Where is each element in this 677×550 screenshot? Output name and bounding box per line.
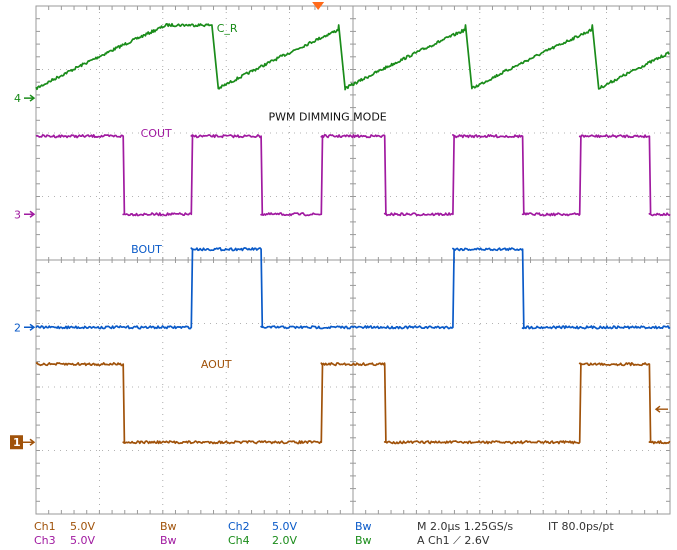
channel-marker-arrow-icon	[24, 94, 36, 102]
channel-marker-arrow-icon	[24, 323, 36, 331]
trace-cout	[35, 134, 671, 217]
status-field: Ch3	[34, 534, 56, 547]
status-field: 5.0V	[70, 534, 95, 547]
traces	[35, 22, 671, 445]
channel-marker-label: 3	[14, 208, 21, 221]
status-field: 5.0V	[272, 520, 297, 533]
status-field: A Ch1 ⟋ 2.6V	[417, 534, 490, 547]
status-field: Ch1	[34, 520, 56, 533]
trace-labels: C_R COUT BOUT AOUT	[131, 22, 238, 371]
status-field: 5.0V	[70, 520, 95, 533]
trigger-position-icon	[312, 2, 325, 10]
trace-label: COUT	[141, 127, 172, 140]
trace-label: BOUT	[131, 243, 162, 256]
status-field: Ch4	[228, 534, 250, 547]
channel-marker-label: 4	[14, 92, 21, 105]
channel-marker-box	[10, 435, 23, 450]
trace-aout	[35, 361, 671, 445]
channel-marker-label: 2	[14, 321, 21, 334]
chart-title: PWM DIMMING MODE	[269, 110, 387, 123]
trace-label: AOUT	[201, 358, 232, 371]
status-field: IT 80.0ps/pt	[548, 520, 614, 533]
status-field: Bw	[355, 520, 372, 533]
channel-marker-arrow-icon	[24, 210, 36, 218]
channel-marker-arrow-icon	[23, 438, 36, 446]
status-field: Bw	[160, 534, 177, 547]
status-bar: Ch1 5.0V Bw Ch2 5.0V Bw M 2.0µs 1.25GS/s IT 80.…	[34, 520, 614, 547]
status-field: Bw	[355, 534, 372, 547]
trace-label: C_R	[217, 22, 238, 35]
status-field: Ch2	[228, 520, 250, 533]
trace-c-r	[35, 22, 670, 91]
status-field: M 2.0µs 1.25GS/s	[417, 520, 513, 533]
channel-marker-label: 1	[13, 436, 21, 449]
trace-bout	[35, 247, 671, 330]
channel-markers: 4 3 2 1	[10, 92, 36, 450]
status-field: Bw	[160, 520, 177, 533]
graticule	[35, 5, 671, 515]
trigger-level-arrow-icon	[654, 405, 668, 413]
status-field: 2.0V	[272, 534, 297, 547]
